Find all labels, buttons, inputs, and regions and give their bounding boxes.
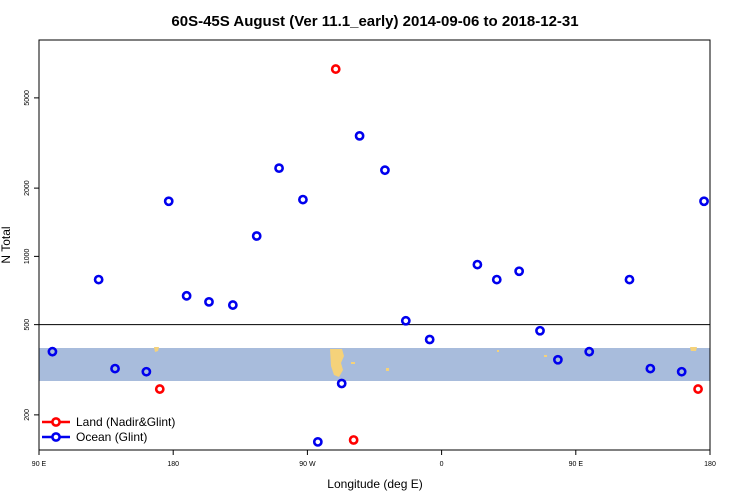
x-tick-label: 180 xyxy=(704,461,716,468)
ocean-point xyxy=(181,290,192,301)
ocean-point xyxy=(336,378,347,389)
ocean-point xyxy=(400,315,411,326)
ocean-point xyxy=(553,354,563,365)
legend: Land (Nadir&Glint)Ocean (Glint) xyxy=(42,415,175,444)
land-point xyxy=(693,384,703,394)
ocean-point xyxy=(47,346,58,357)
ocean-point xyxy=(676,366,687,377)
ocean-point xyxy=(110,363,120,374)
chart-title: 60S-45S August (Ver 11.1_early) 2014-09-… xyxy=(171,13,578,30)
legend-label-land: Land (Nadir&Glint) xyxy=(76,415,175,429)
land-shape xyxy=(330,349,344,377)
land-shape xyxy=(497,350,499,352)
land-point xyxy=(330,64,341,74)
x-tick-label: 180 xyxy=(167,461,179,468)
ocean-point xyxy=(204,296,214,307)
ocean-point xyxy=(354,130,365,141)
ocean-point xyxy=(472,259,483,270)
ocean-point xyxy=(514,266,525,277)
ocean-point xyxy=(93,274,104,285)
land-point xyxy=(154,384,165,394)
ocean-point xyxy=(584,346,595,357)
legend-marker-ocean xyxy=(51,432,61,442)
ocean-point xyxy=(163,196,174,207)
y-tick-label: 5000 xyxy=(24,90,31,106)
y-tick-label: 200 xyxy=(24,409,31,421)
ocean-point xyxy=(312,437,323,447)
ocean-point xyxy=(298,194,308,205)
y-axis-label: N Total xyxy=(0,226,13,263)
ocean-point xyxy=(699,196,709,207)
x-tick-label: 90 E xyxy=(569,461,584,468)
land-shape xyxy=(154,347,159,352)
ocean-point xyxy=(227,300,238,310)
plot-frame xyxy=(38,39,711,451)
ocean-point xyxy=(645,363,656,374)
ocean-point xyxy=(141,366,152,377)
land-shape xyxy=(690,347,697,351)
y-tick-label: 1000 xyxy=(24,248,31,264)
ocean-point xyxy=(491,274,502,285)
legend-label-ocean: Ocean (Glint) xyxy=(76,430,147,444)
ocean-point xyxy=(274,163,284,174)
ocean-point xyxy=(380,165,390,176)
latitude-band xyxy=(39,348,710,381)
legend-marker-land xyxy=(51,417,61,427)
ocean-point xyxy=(251,231,262,241)
land-shape xyxy=(386,368,389,371)
ocean-point xyxy=(535,325,545,336)
plot-area: 90 E 180 90 W 0 90 E 180 200 500 1000 2000 5000 xyxy=(24,39,716,468)
land-shape xyxy=(351,362,355,364)
y-tick-label: 500 xyxy=(24,319,31,331)
x-axis-label: Longitude (deg E) xyxy=(327,477,422,491)
x-tick-label: 90 W xyxy=(299,461,316,468)
x-tick-label: 0 xyxy=(440,461,444,468)
land-point xyxy=(348,435,359,445)
y-tick-label: 2000 xyxy=(24,180,31,196)
ocean-point xyxy=(624,274,635,285)
ocean-point xyxy=(424,334,435,345)
land-shape xyxy=(544,355,547,357)
x-tick-label: 90 E xyxy=(32,461,47,468)
